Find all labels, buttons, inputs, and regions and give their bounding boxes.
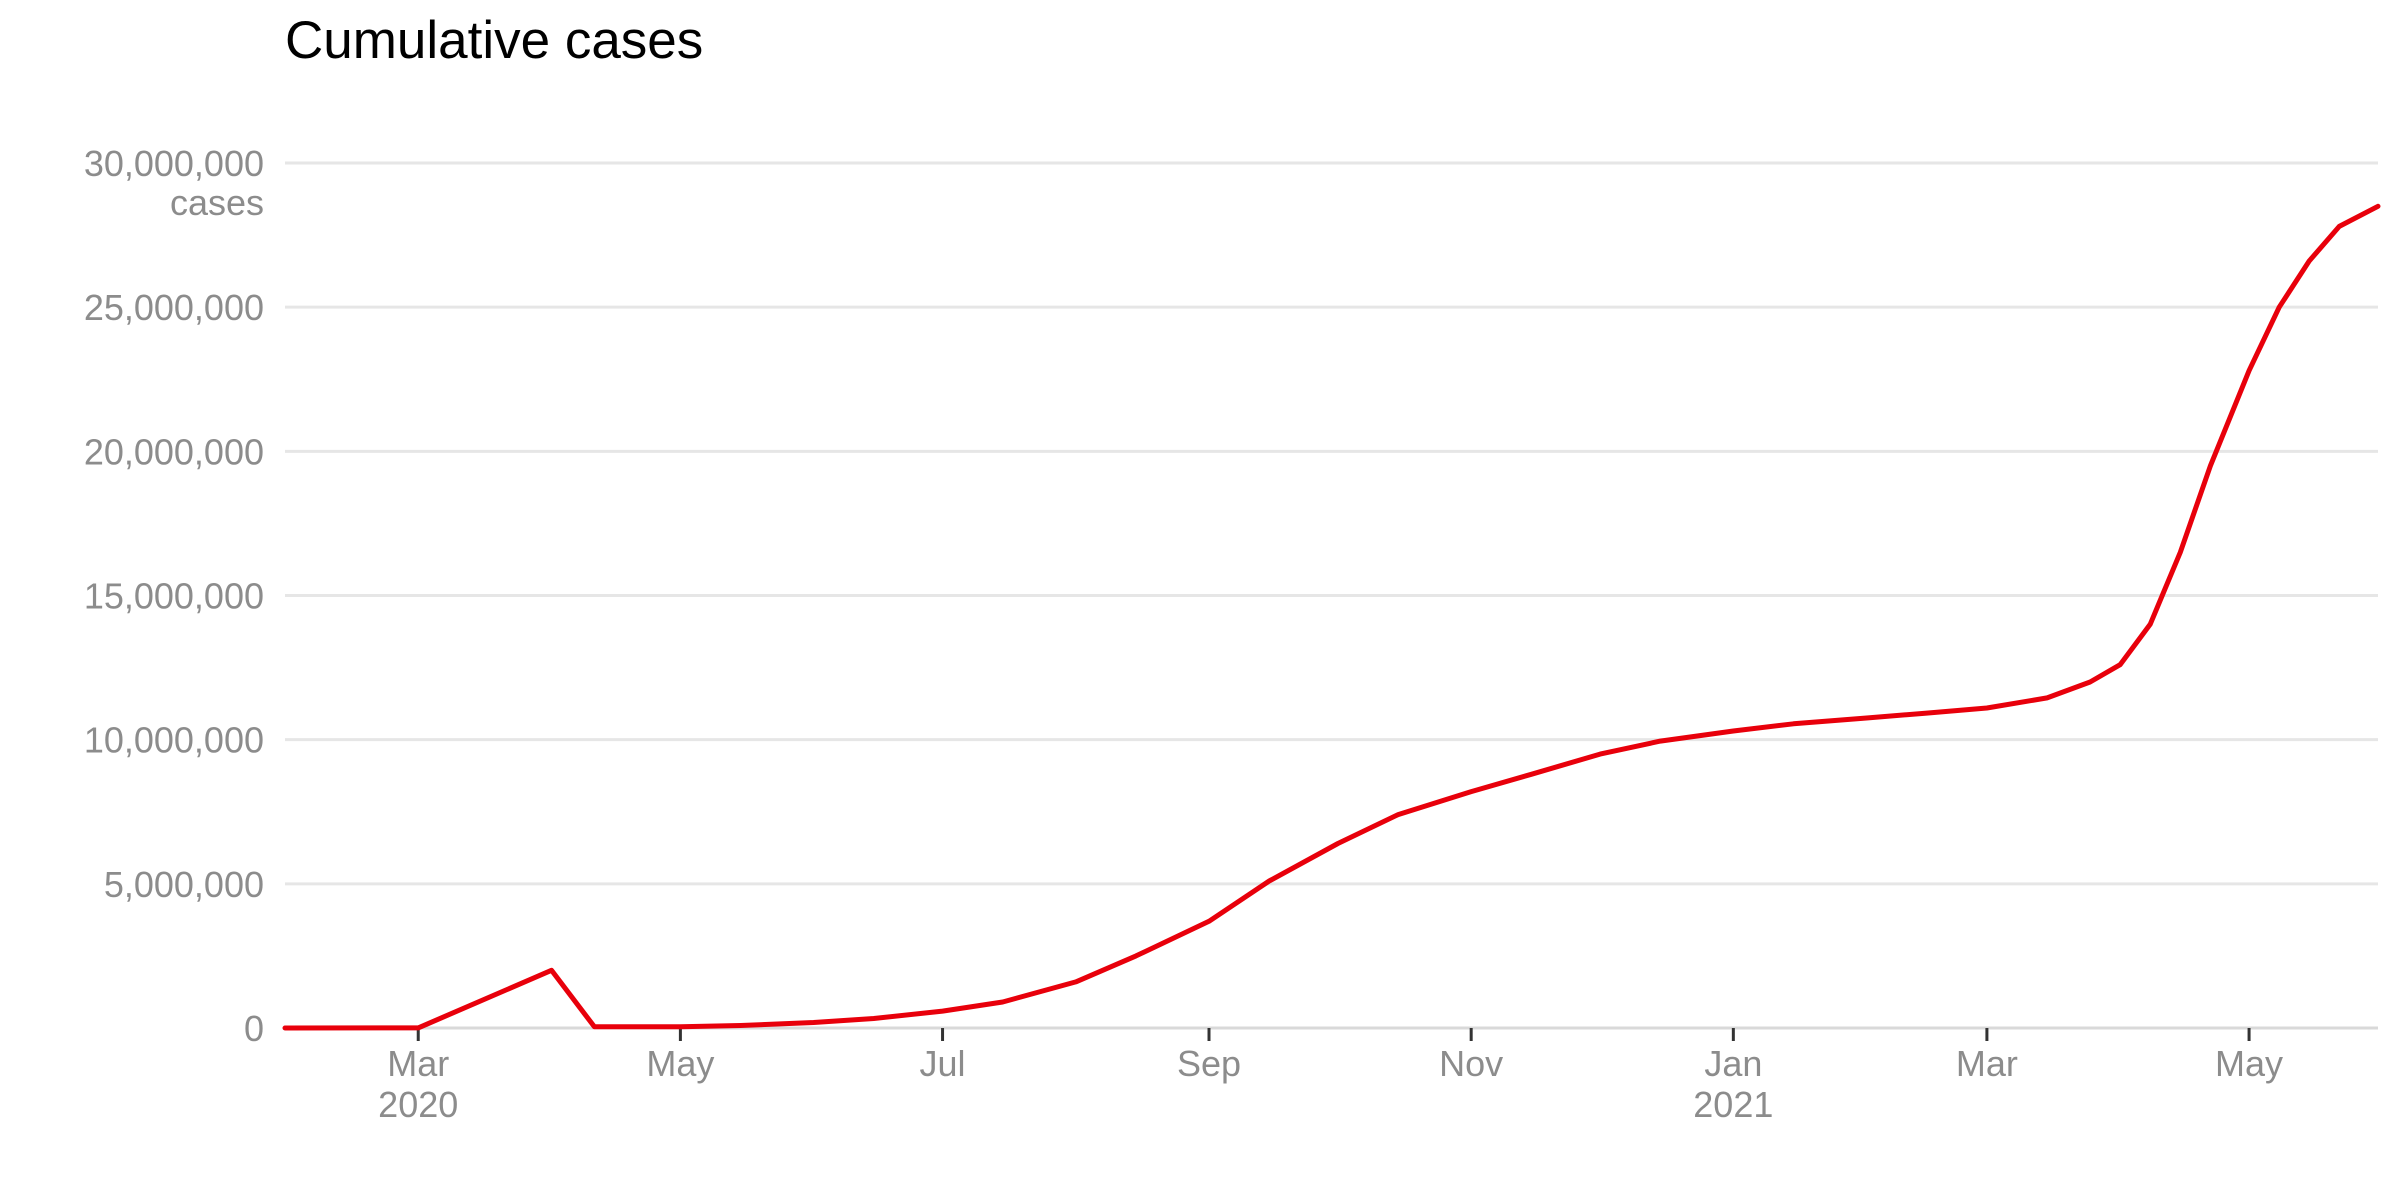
series-layer bbox=[282, 203, 2381, 1031]
x-tick-year-label: 2020 bbox=[378, 1084, 458, 1125]
x-tick-label: Jul bbox=[920, 1043, 966, 1084]
y-tick-label: 20,000,000 bbox=[84, 431, 264, 472]
y-tick-label: 25,000,000 bbox=[84, 287, 264, 328]
y-tick-label: 30,000,000 bbox=[84, 143, 264, 184]
y-axis-tick-labels: 0 5,000,000 10,000,000 15,000,000 20,000,000… bbox=[84, 143, 264, 1049]
x-tick-label: Nov bbox=[1439, 1043, 1503, 1084]
y-axis-unit-label: cases bbox=[170, 182, 264, 223]
y-tick-label: 15,000,000 bbox=[84, 576, 264, 617]
chart-title: Cumulative cases bbox=[285, 11, 704, 70]
axes bbox=[285, 1026, 2378, 1041]
y-tick-label: 5,000,000 bbox=[104, 864, 264, 905]
x-tick-label: Jan bbox=[1704, 1043, 1762, 1084]
y-tick-label: 10,000,000 bbox=[84, 720, 264, 761]
grid-lines bbox=[285, 161, 2378, 886]
x-tick-label: Mar bbox=[1956, 1043, 2018, 1084]
x-tick-year-label: 2021 bbox=[1693, 1084, 1773, 1125]
y-tick-label: 0 bbox=[244, 1008, 264, 1049]
x-tick-label: Mar bbox=[387, 1043, 449, 1084]
x-tick-label: May bbox=[646, 1043, 714, 1084]
x-tick-label: Sep bbox=[1177, 1043, 1241, 1084]
x-tick-label: May bbox=[2215, 1043, 2283, 1084]
series-line-cumulative-cases bbox=[282, 203, 2381, 1031]
